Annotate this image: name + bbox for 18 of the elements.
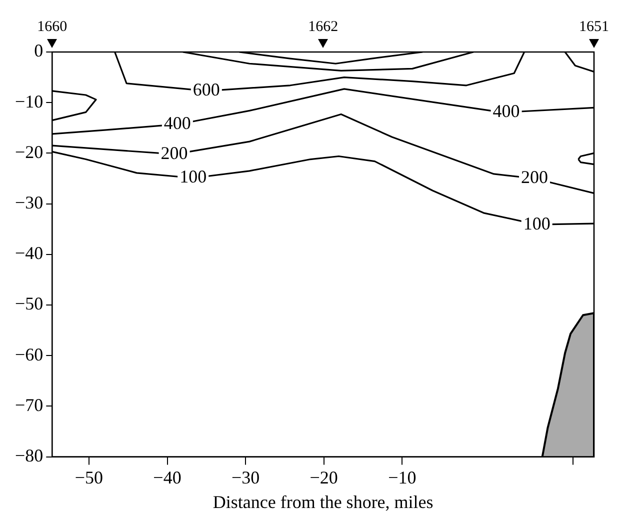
y-tick-label: −20: [14, 142, 44, 162]
x-tick-label: −50: [74, 467, 104, 488]
x-tick-label: −20: [310, 467, 338, 488]
x-axis-title: Distance from the shore, miles: [212, 492, 434, 512]
y-tick-label: −60: [14, 344, 44, 364]
y-tick-label: −40: [14, 243, 44, 264]
x-tick-label: −10: [388, 467, 416, 488]
text: 1651: [578, 18, 610, 36]
text: 1660: [36, 18, 68, 36]
x-tick-label: −30: [231, 467, 260, 488]
text: 1662: [307, 18, 340, 36]
y-tick-label: 0: [34, 40, 44, 61]
x-tick-label: −40: [153, 467, 182, 488]
y-tick-label: −70: [14, 394, 44, 415]
y-tick-label: −80: [14, 446, 44, 466]
y-tick-label: −10: [14, 91, 44, 112]
y-tick-label: −30: [14, 192, 44, 213]
y-tick-label: −50: [14, 294, 44, 314]
